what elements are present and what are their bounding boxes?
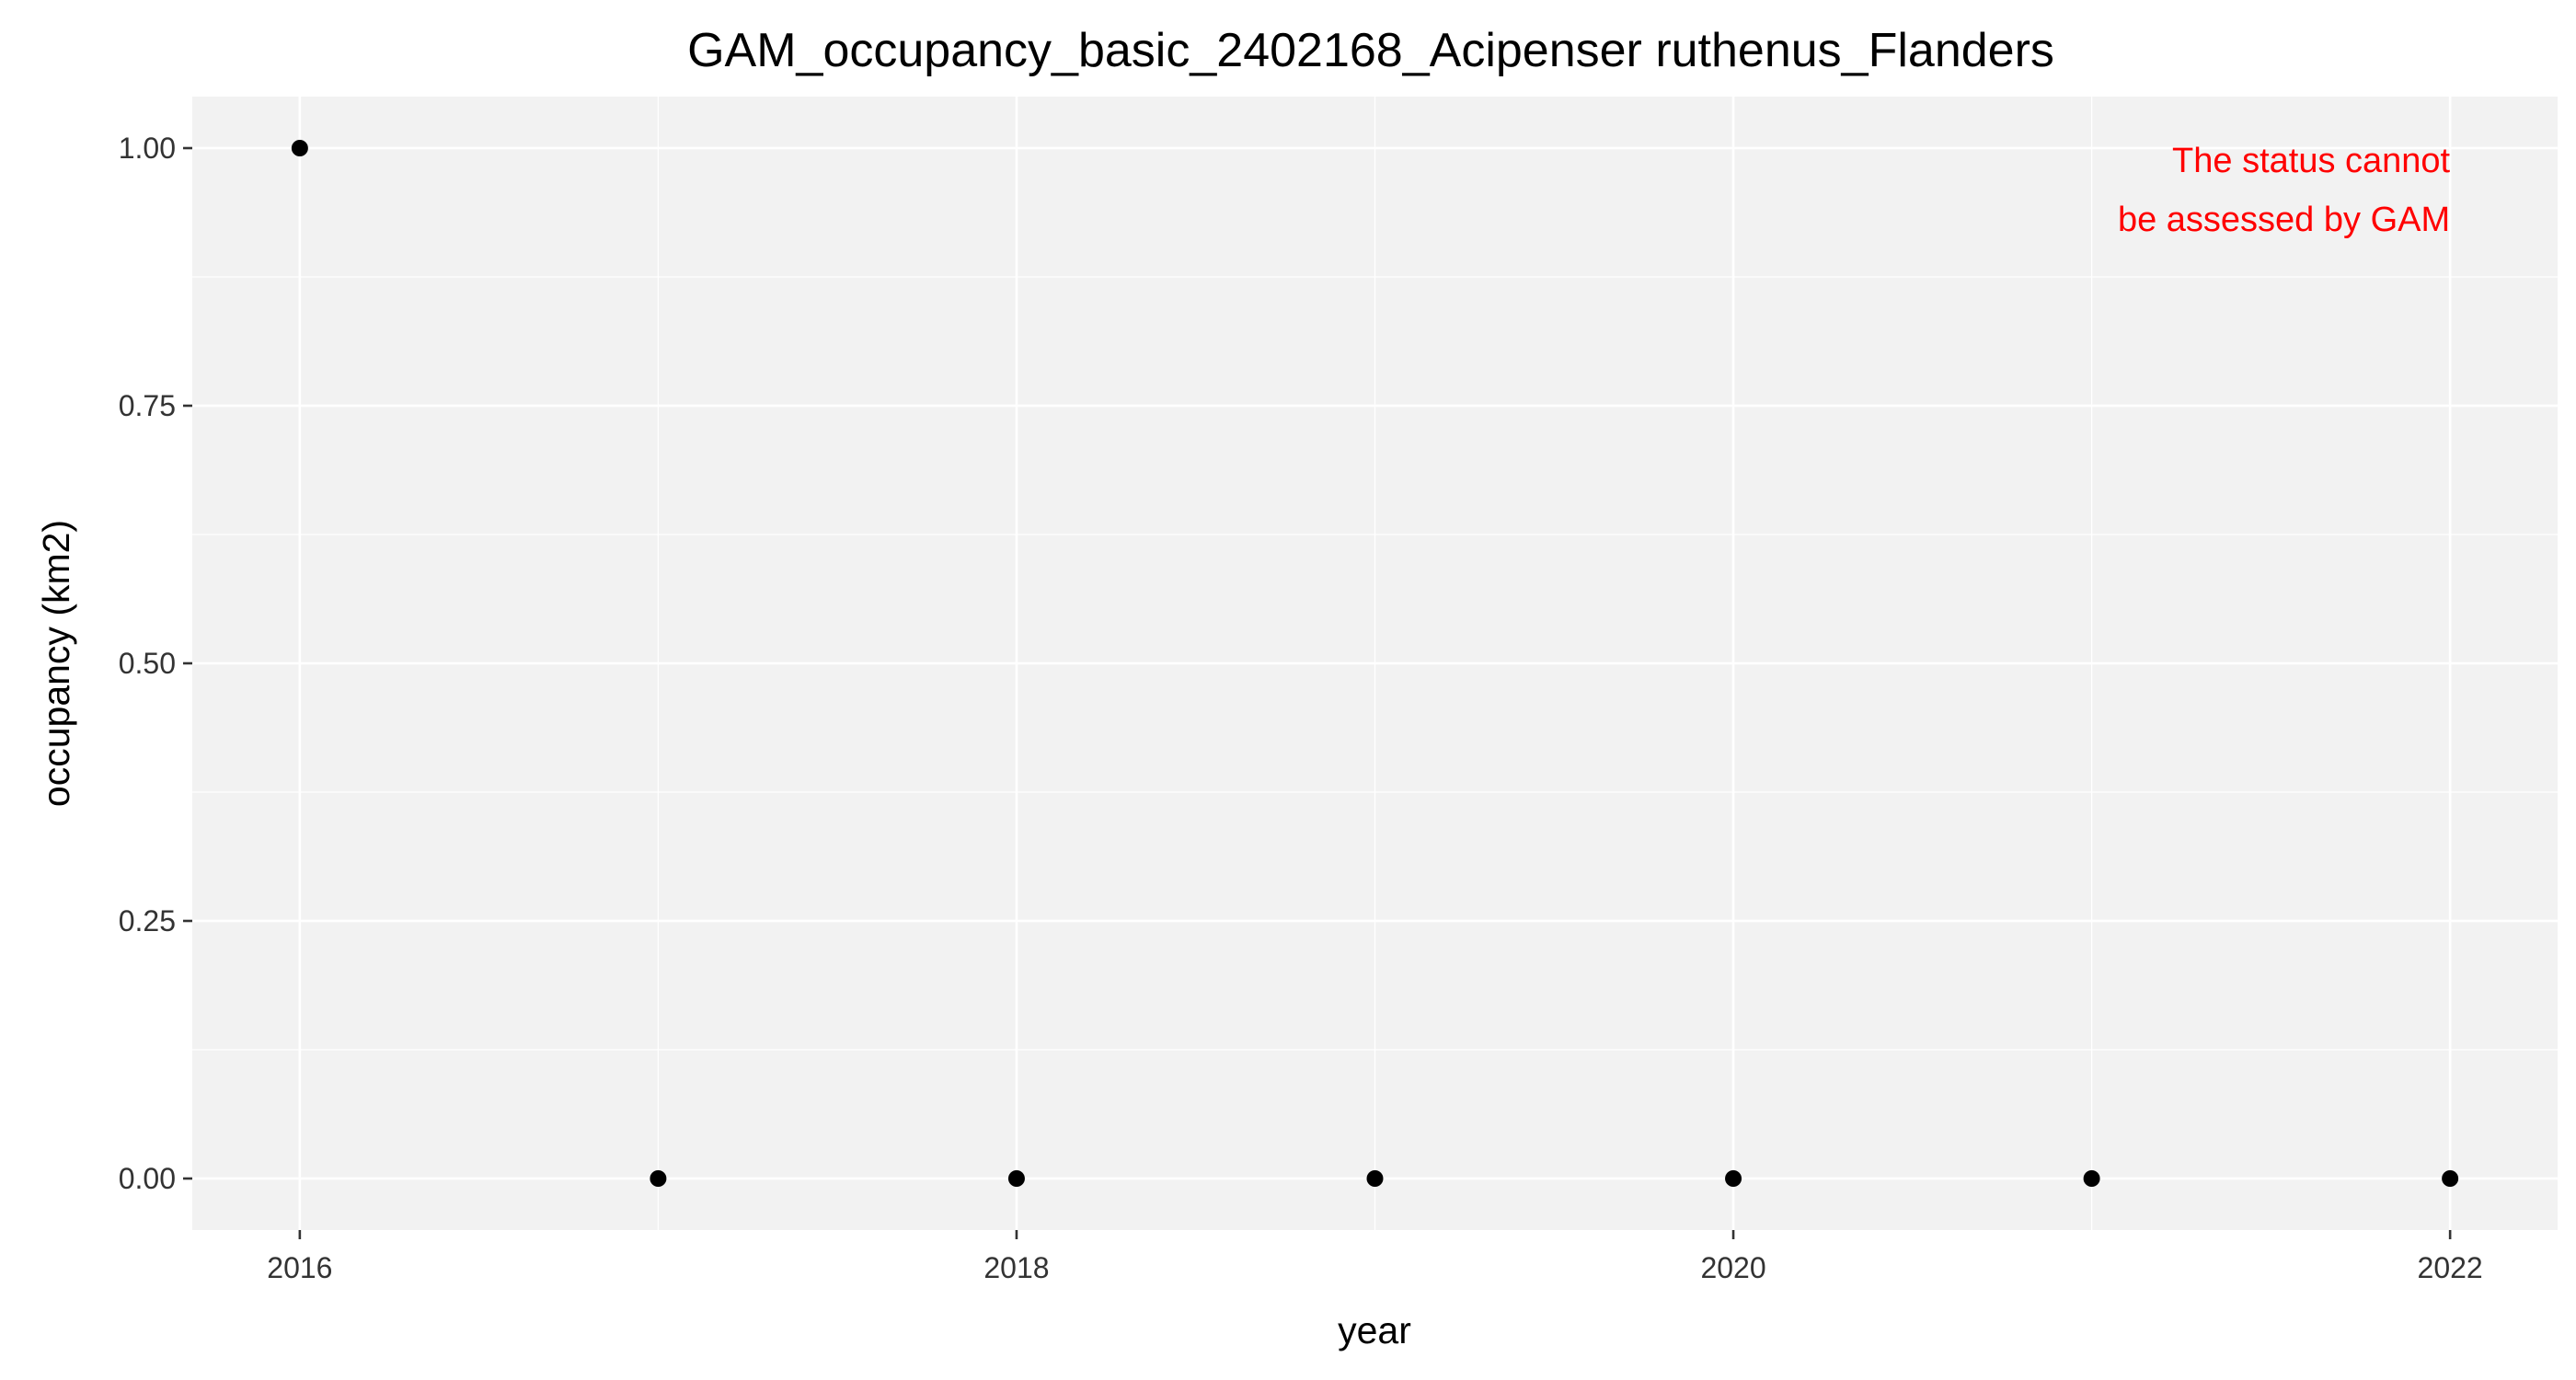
status-annotation: The status cannot be assessed by GAM	[2118, 142, 2451, 239]
x-tick-label: 2016	[267, 1251, 332, 1284]
annotation-line: The status cannot	[2172, 142, 2451, 180]
y-tick-label: 1.00	[119, 132, 176, 165]
x-axis-label: year	[1338, 1309, 1411, 1351]
y-tick-label: 0.00	[119, 1162, 176, 1195]
x-tick-label: 2022	[2418, 1251, 2483, 1284]
y-axis-label: occupancy (km2)	[35, 520, 77, 807]
x-tick-label: 2018	[983, 1251, 1049, 1284]
y-tick-label: 0.75	[119, 389, 176, 422]
data-points	[291, 140, 2459, 1187]
x-axis: 2016 2018 2020 2022	[267, 1230, 2483, 1284]
annotation-line: be assessed by GAM	[2118, 201, 2450, 239]
chart-title: GAM_occupancy_basic_2402168_Acipenser ru…	[687, 24, 2054, 77]
x-tick-label: 2020	[1700, 1251, 1765, 1284]
y-tick-label: 0.25	[119, 904, 176, 937]
data-point	[650, 1170, 667, 1187]
data-point	[1007, 1170, 1025, 1187]
y-axis: 0.00 0.25 0.50 0.75 1.00	[119, 132, 192, 1195]
grid-lines	[192, 97, 2558, 1230]
y-tick-label: 0.50	[119, 647, 176, 680]
data-point	[1725, 1170, 1742, 1187]
data-point	[291, 140, 308, 156]
data-point	[2442, 1170, 2459, 1187]
data-point	[2083, 1170, 2100, 1187]
data-point	[1366, 1170, 1384, 1187]
